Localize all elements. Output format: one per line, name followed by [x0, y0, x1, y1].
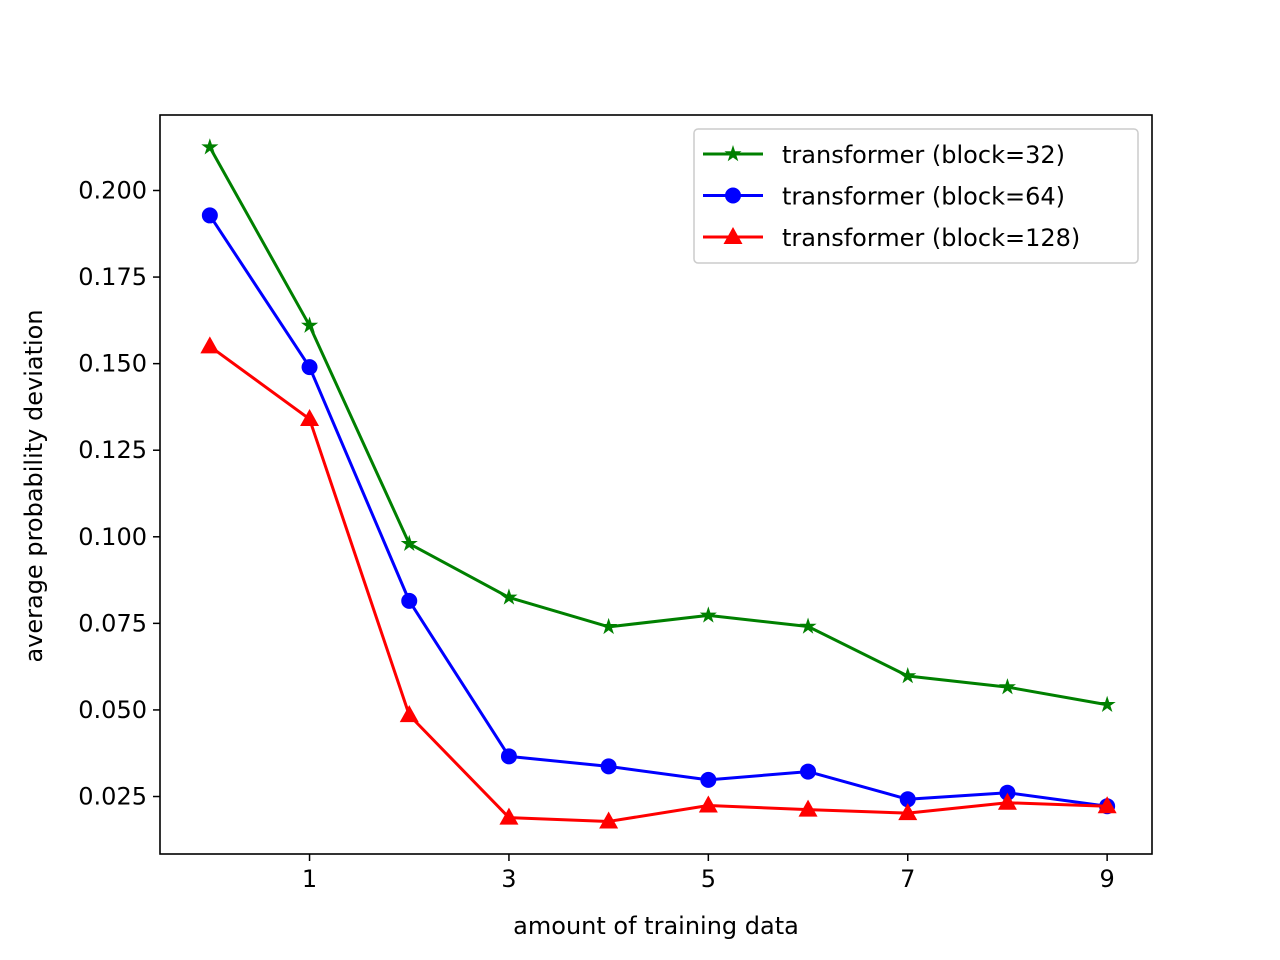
data-point — [600, 758, 617, 775]
data-point — [799, 617, 817, 634]
y-tick-label: 0.050 — [78, 696, 147, 724]
legend-item: transformer (block=64) — [703, 183, 1065, 211]
series-line — [208, 214, 1108, 808]
legend-label: transformer (block=64) — [782, 183, 1065, 211]
legend: transformer (block=32) transformer (block… — [693, 128, 1139, 264]
legend-marker — [725, 187, 741, 204]
y-tick-label: 0.075 — [78, 609, 147, 637]
x-tick-label: 3 — [501, 865, 516, 893]
data-point — [1098, 695, 1116, 713]
y-tick-label: 0.200 — [78, 176, 147, 204]
data-point — [200, 336, 220, 354]
legend-marker — [723, 227, 743, 244]
data-point — [500, 588, 518, 605]
data-point — [899, 667, 917, 684]
data-point — [201, 207, 218, 224]
y-tick-label: 0.125 — [78, 436, 147, 464]
legend-item: transformer (block=32) — [703, 141, 1065, 169]
data-point — [700, 771, 717, 788]
data-point — [201, 138, 219, 155]
legend-item: transformer (block=128) — [703, 224, 1080, 252]
data-point — [998, 678, 1016, 695]
y-tick-label: 0.175 — [78, 263, 147, 291]
data-point — [698, 795, 718, 813]
data-point — [400, 534, 418, 551]
legend-label: transformer (block=32) — [782, 141, 1065, 169]
x-tick-label: 7 — [900, 865, 915, 893]
series-1 — [201, 138, 1116, 713]
y-tick-label: 0.025 — [78, 783, 147, 811]
data-point — [898, 803, 918, 821]
data-point — [301, 359, 318, 376]
plot-area: 1 3 5 7 9 0.025 0.050 0.075 0.100 0.125 0.150 0.175… — [78, 114, 1153, 893]
data-point — [499, 807, 519, 825]
data-point — [300, 316, 319, 333]
data-point — [399, 705, 419, 723]
legend-marker — [724, 145, 742, 162]
y-axis-label: average probability deviation — [20, 309, 48, 662]
x-tick-label: 9 — [1099, 865, 1114, 893]
data-point — [999, 784, 1016, 801]
data-point — [599, 811, 619, 829]
series-3 — [200, 336, 1117, 829]
legend-label: transformer (block=128) — [782, 224, 1080, 252]
data-point — [401, 592, 418, 609]
series-line — [208, 146, 1108, 707]
data-point — [1097, 796, 1117, 814]
series-line — [208, 345, 1108, 823]
axes-frame — [159, 114, 1153, 855]
x-axis-label: amount of training data — [513, 912, 799, 940]
data-point — [699, 606, 717, 623]
data-point — [798, 799, 818, 817]
data-point — [800, 763, 817, 780]
data-point — [500, 748, 517, 765]
x-tick-label: 1 — [302, 865, 317, 893]
data-point — [600, 617, 618, 635]
y-tick-label: 0.150 — [78, 350, 147, 378]
data-point — [997, 792, 1017, 810]
legend-box — [693, 128, 1139, 264]
data-point — [899, 791, 916, 808]
y-tick-label: 0.100 — [78, 523, 147, 551]
x-tick-label: 5 — [701, 865, 716, 893]
data-point — [300, 409, 320, 427]
